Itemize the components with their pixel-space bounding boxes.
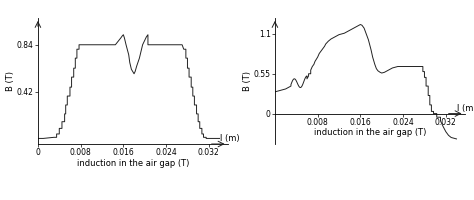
Y-axis label: B (T): B (T)	[243, 71, 252, 91]
Text: l (m): l (m)	[219, 134, 239, 143]
Y-axis label: B (T): B (T)	[7, 71, 16, 91]
Text: l (m): l (m)	[456, 104, 474, 113]
X-axis label: induction in the air gap (T): induction in the air gap (T)	[313, 128, 426, 137]
X-axis label: induction in the air gap (T): induction in the air gap (T)	[76, 159, 189, 168]
